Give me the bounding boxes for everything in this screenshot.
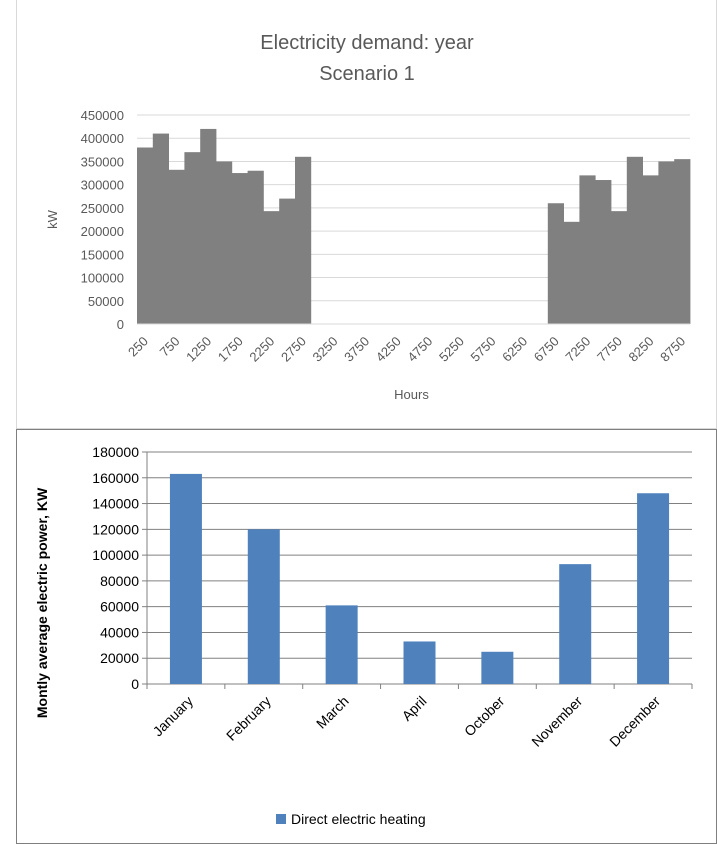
y-tick-label: 140000 [92,496,139,512]
x-tick-label: January [150,693,197,740]
x-tick-label: February [223,693,274,744]
bar [403,641,436,684]
bar [184,152,201,324]
x-tick-label: December [606,693,663,750]
legend-label: Direct electric heating [291,811,426,827]
bottom-chart-panel: 0 20000 40000 60000 80000 100000 120000 140000 1… [16,429,717,844]
y-tick-label: 200000 [81,224,124,239]
bar [247,170,264,324]
x-tick-label: 5750 [468,334,499,365]
x-tick-label: 2250 [246,334,277,365]
x-tick-label: 1250 [183,334,214,365]
x-tick-label: 7750 [594,334,625,365]
x-tick-label: 750 [157,334,183,360]
bar [637,493,670,684]
x-tick-label: 250 [125,334,151,360]
y-tick-label: 450000 [81,108,124,123]
bar [579,175,596,324]
y-tick-label: 160000 [92,470,139,486]
bar [231,173,248,324]
x-tick-label: 1750 [215,334,246,365]
y-tick-label: 80000 [100,573,139,589]
x-tick-label: 3250 [310,334,341,365]
bar [247,529,280,684]
chart-title: Electricity demand: year [260,32,474,54]
bar [559,564,592,684]
x-tick-label: 4750 [404,334,435,365]
chart-subtitle: Scenario 1 [319,63,415,85]
y-tick-label: 180000 [92,444,139,460]
bar [263,211,280,324]
legend-swatch [276,814,286,824]
y-tick-label: 400000 [81,131,124,146]
bar [295,156,312,324]
bar [563,221,580,324]
y-axis-title: kW [45,209,60,229]
bar [168,169,185,324]
y-tick-label: 100000 [81,271,124,286]
x-axis-title: Hours [394,387,429,402]
bar [169,473,202,684]
bar [325,605,358,684]
bar [611,211,628,324]
y-tick-label: 50000 [88,294,124,309]
bar [481,651,514,684]
electricity-demand-chart: Electricity demand: year Scenario 1 0 50000… [45,32,691,402]
bar [642,175,659,324]
y-tick-label: 0 [117,317,124,332]
top-chart-panel: Electricity demand: year Scenario 1 0 50000… [16,0,717,429]
y-tick-label: 250000 [81,201,124,216]
monthly-average-power-chart: 0 20000 40000 60000 80000 100000 120000 140000 1… [34,444,693,827]
bar [279,198,296,324]
y-tick-label: 100000 [92,547,139,563]
x-tick-label: 3750 [341,334,372,365]
x-tick-label: 6250 [499,334,530,365]
x-tick-label: 7250 [562,334,593,365]
y-axis-title: Montly average electric power, KW [34,487,50,718]
y-tick-label: 0 [131,676,139,692]
bar [216,161,233,324]
x-tick-label: April [398,693,429,724]
y-tick-label: 40000 [100,624,139,640]
x-tick-label: 8750 [657,334,688,365]
legend: Direct electric heating [276,811,426,827]
x-tick-label: March [313,693,352,732]
x-tick-label: 4250 [373,334,404,365]
x-tick-label: October [461,693,508,740]
y-tick-label: 350000 [81,154,124,169]
bar [547,203,564,324]
x-tick-label: 8250 [626,334,657,365]
bar [595,180,612,324]
y-tick-label: 60000 [100,599,139,615]
x-tick-label: 6750 [531,334,562,365]
bar [152,133,169,324]
bar [137,147,154,324]
x-tick-label: November [528,693,585,750]
y-tick-label: 120000 [92,521,139,537]
bar [200,128,217,324]
y-tick-label: 300000 [81,178,124,193]
bar [674,159,691,324]
bar [658,161,675,324]
x-tick-label: 2750 [278,334,309,365]
bar [626,156,643,324]
x-tick-label: 5250 [436,334,467,365]
y-tick-label: 20000 [100,650,139,666]
y-tick-label: 150000 [81,247,124,262]
